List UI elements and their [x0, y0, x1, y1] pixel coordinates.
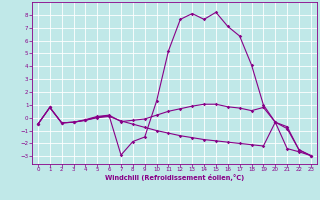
- X-axis label: Windchill (Refroidissement éolien,°C): Windchill (Refroidissement éolien,°C): [105, 174, 244, 181]
